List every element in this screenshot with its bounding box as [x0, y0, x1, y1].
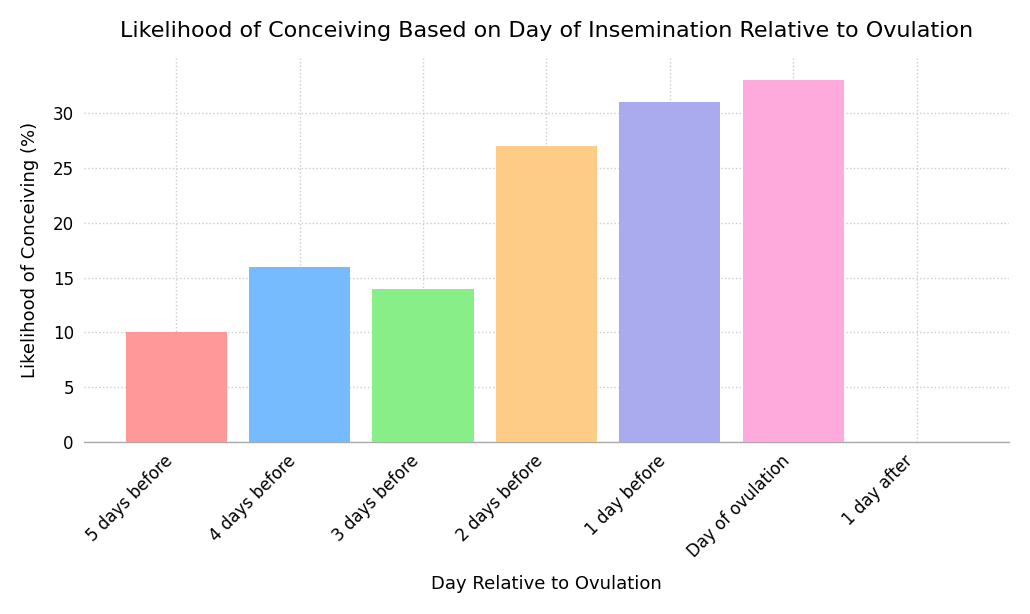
Y-axis label: Likelihood of Conceiving (%): Likelihood of Conceiving (%): [21, 122, 39, 378]
X-axis label: Day Relative to Ovulation: Day Relative to Ovulation: [431, 575, 661, 593]
Title: Likelihood of Conceiving Based on Day of Insemination Relative to Ovulation: Likelihood of Conceiving Based on Day of…: [119, 21, 973, 41]
Bar: [495, 146, 597, 443]
Bar: [619, 102, 720, 443]
Bar: [249, 266, 350, 443]
Bar: [373, 289, 474, 443]
Bar: [126, 332, 227, 443]
Bar: [743, 80, 844, 443]
